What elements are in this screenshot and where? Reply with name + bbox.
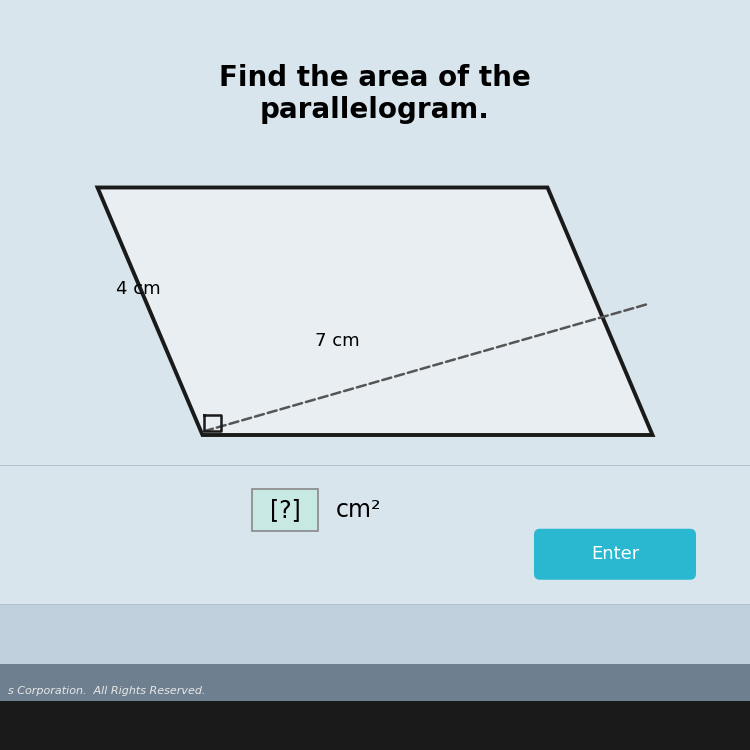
Bar — [0, 0, 750, 604]
Text: Enter: Enter — [591, 545, 639, 563]
Polygon shape — [98, 188, 652, 435]
Text: [?]: [?] — [270, 498, 300, 522]
FancyBboxPatch shape — [252, 489, 318, 531]
Text: cm²: cm² — [336, 498, 382, 522]
Text: Find the area of the
parallelogram.: Find the area of the parallelogram. — [219, 64, 531, 124]
Bar — [0, 664, 750, 750]
Text: 4 cm: 4 cm — [116, 280, 160, 298]
Text: s Corporation.  All Rights Reserved.: s Corporation. All Rights Reserved. — [8, 686, 205, 697]
Bar — [0, 701, 750, 750]
FancyBboxPatch shape — [534, 529, 696, 580]
Text: 7 cm: 7 cm — [315, 332, 360, 350]
